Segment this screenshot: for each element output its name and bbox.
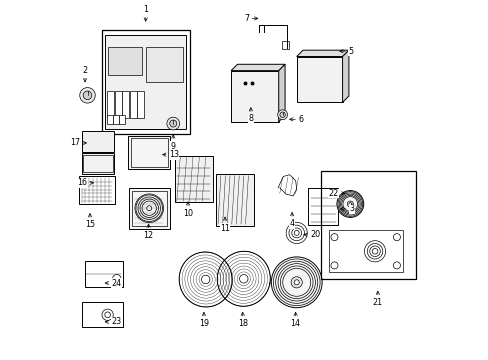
- Bar: [132, 191, 166, 226]
- Bar: [108, 46, 142, 75]
- Text: 3: 3: [340, 204, 353, 213]
- Bar: [281, 41, 288, 49]
- Bar: [115, 91, 122, 118]
- Polygon shape: [296, 50, 348, 57]
- Circle shape: [201, 275, 209, 284]
- Circle shape: [83, 91, 92, 100]
- Circle shape: [290, 277, 302, 288]
- Circle shape: [271, 257, 322, 308]
- Bar: [81, 153, 114, 174]
- Bar: [307, 188, 337, 225]
- Text: 14: 14: [290, 312, 300, 328]
- Text: 12: 12: [143, 224, 153, 240]
- Text: 20: 20: [303, 230, 320, 239]
- Bar: [215, 174, 253, 226]
- Bar: [79, 176, 114, 204]
- Circle shape: [277, 110, 287, 120]
- Bar: [107, 91, 114, 118]
- Circle shape: [146, 206, 151, 211]
- Bar: [145, 46, 183, 82]
- Polygon shape: [342, 50, 348, 102]
- Bar: [231, 71, 278, 122]
- Bar: [119, 115, 124, 124]
- Polygon shape: [278, 64, 285, 122]
- Bar: [130, 91, 137, 118]
- Circle shape: [346, 201, 352, 207]
- Bar: [85, 261, 123, 287]
- Text: 5: 5: [339, 47, 353, 56]
- Text: 15: 15: [85, 213, 95, 229]
- Text: 23: 23: [105, 317, 121, 326]
- Text: 19: 19: [199, 312, 208, 328]
- Bar: [105, 35, 186, 129]
- Text: 8: 8: [248, 108, 253, 123]
- Circle shape: [166, 117, 179, 130]
- Circle shape: [279, 112, 285, 117]
- Text: 24: 24: [105, 279, 121, 288]
- Bar: [174, 156, 212, 202]
- Bar: [321, 171, 415, 279]
- Text: 6: 6: [289, 115, 303, 124]
- Circle shape: [169, 120, 176, 127]
- Circle shape: [80, 87, 95, 103]
- Bar: [131, 138, 167, 167]
- Text: 10: 10: [183, 202, 193, 218]
- Circle shape: [294, 280, 299, 285]
- Bar: [102, 30, 189, 134]
- Text: 17: 17: [70, 139, 86, 148]
- Text: 1: 1: [143, 5, 148, 21]
- Bar: [128, 136, 170, 170]
- Text: 18: 18: [237, 312, 247, 328]
- Text: 13: 13: [163, 150, 179, 159]
- Polygon shape: [231, 64, 285, 71]
- Text: 4: 4: [289, 212, 294, 228]
- Circle shape: [348, 203, 351, 205]
- Bar: [83, 154, 112, 172]
- Bar: [137, 91, 144, 118]
- Bar: [128, 188, 169, 229]
- Text: 9: 9: [170, 135, 176, 150]
- Text: 11: 11: [220, 217, 230, 233]
- Circle shape: [135, 194, 163, 222]
- Circle shape: [336, 190, 363, 217]
- Bar: [81, 302, 123, 328]
- Text: 16: 16: [77, 178, 93, 187]
- Text: 2: 2: [82, 66, 87, 82]
- Text: 22: 22: [328, 189, 345, 198]
- Text: 21: 21: [372, 291, 382, 307]
- Text: 7: 7: [244, 14, 257, 23]
- Circle shape: [239, 275, 247, 283]
- Bar: [81, 131, 114, 152]
- Bar: [107, 115, 112, 124]
- Bar: [122, 91, 129, 118]
- Bar: [113, 115, 119, 124]
- Bar: [328, 230, 403, 273]
- Bar: [296, 57, 342, 102]
